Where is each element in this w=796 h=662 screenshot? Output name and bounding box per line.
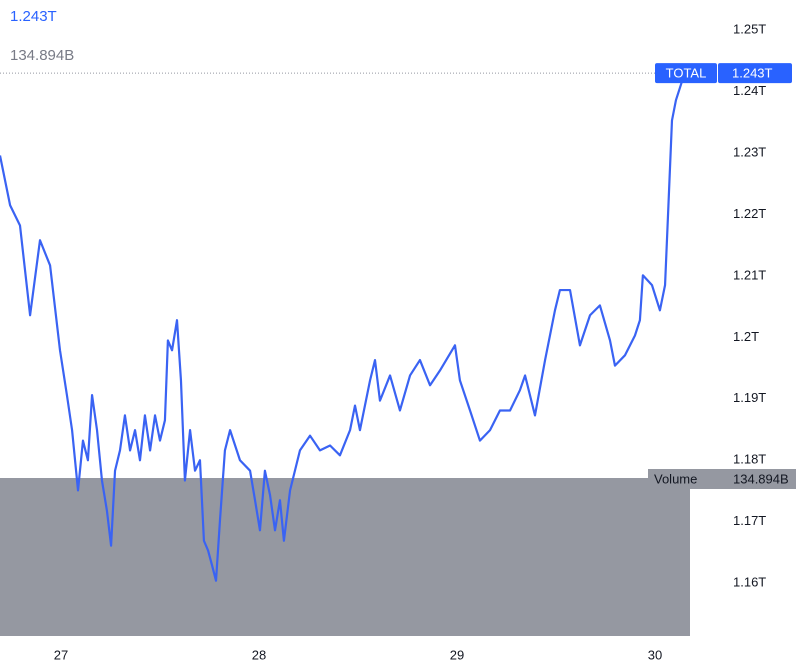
header-value: 1.243T [10,8,57,25]
y-tick-label: 1.18T [733,452,766,467]
header-volume: 134.894B [10,47,74,64]
volume-name: Volume [654,471,697,486]
y-tick-label: 1.17T [733,513,766,528]
x-tick-label: 29 [450,647,464,662]
volume-value-label: 134.894B [733,471,789,486]
price-line [0,74,686,582]
last-name-box [655,63,717,84]
y-tick-label: 1.22T [733,206,766,221]
volume-area [0,478,690,636]
y-tick-label: 1.21T [733,267,766,282]
volume-label-box [648,469,796,489]
y-tick-label: 1.24T [733,83,766,98]
y-tick-label: 1.25T [733,22,766,37]
y-tick-label: 1.23T [733,144,766,159]
last-value-box [718,63,792,84]
x-tick-label: 27 [54,647,68,662]
y-tick-label: 1.19T [733,390,766,405]
last-name: TOTAL [666,66,707,81]
y-tick-label: 1.16T [733,575,766,590]
y-tick-label: 1.2T [733,329,759,344]
x-tick-label: 28 [252,647,266,662]
last-value-label: 1.243T [732,66,773,81]
x-tick-label: 30 [648,647,662,662]
